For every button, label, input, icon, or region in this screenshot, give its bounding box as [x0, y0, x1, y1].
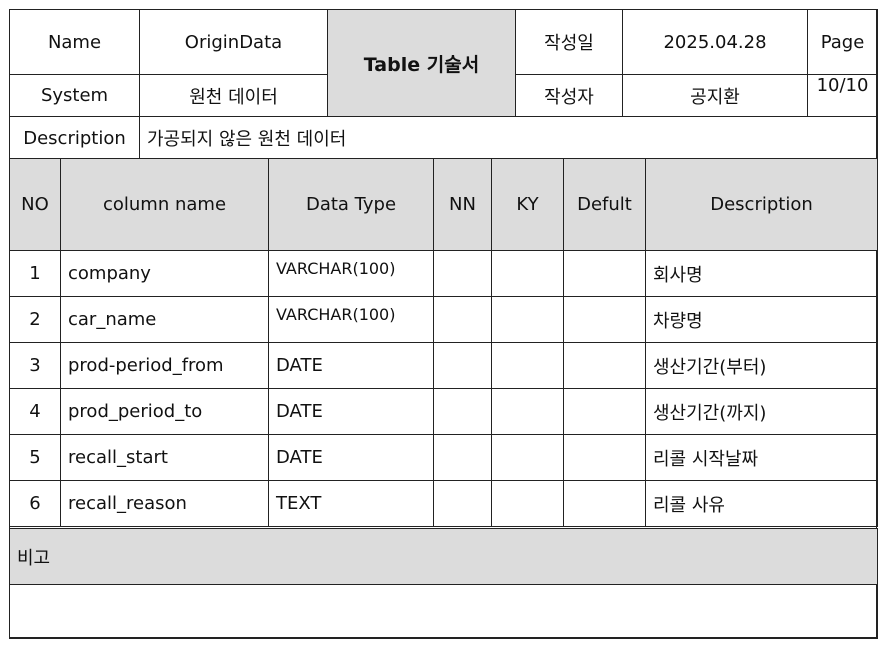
row-nn [433, 342, 492, 389]
row-nn [433, 388, 492, 435]
row-data-type: DATE [268, 342, 434, 389]
row-description: 생산기간(까지) [645, 388, 878, 435]
row-nn [433, 296, 492, 343]
document-title: Table 기술서 [327, 9, 516, 117]
system-label: System [9, 74, 140, 117]
created-date: 2025.04.28 [622, 9, 808, 75]
row-column-name: prod_period_to [60, 388, 269, 435]
row-default [563, 388, 646, 435]
row-nn [433, 480, 492, 527]
row-description: 리콜 시작날짜 [645, 434, 878, 481]
remarks-table: 비고 [9, 528, 878, 639]
row-nn [433, 434, 492, 481]
column-spec-table: NO column name Data Type NN KY Defult De… [9, 158, 878, 527]
system-value: 원천 데이터 [139, 74, 328, 117]
row-default [563, 250, 646, 297]
table-row: 3 prod-period_from DATE 생산기간(부터) [9, 342, 878, 389]
col-header-column-name: column name [60, 158, 269, 251]
row-description: 리콜 사유 [645, 480, 878, 527]
row-data-type: TEXT [268, 480, 434, 527]
row-no: 6 [9, 480, 61, 527]
table-row: 6 recall_reason TEXT 리콜 사유 [9, 480, 878, 527]
row-column-name: recall_reason [60, 480, 269, 527]
header-table: Name OriginData Table 기술서 작성일 2025.04.28… [9, 9, 878, 117]
created-date-label: 작성일 [515, 9, 623, 75]
row-ky [491, 480, 564, 527]
name-value: OriginData [139, 9, 328, 75]
column-header-row: NO column name Data Type NN KY Defult De… [9, 158, 878, 251]
author-label: 작성자 [515, 74, 623, 117]
row-data-type: VARCHAR(100) [268, 296, 434, 343]
page-number: 10/10 [807, 74, 878, 117]
row-ky [491, 388, 564, 435]
table-spec-document: Name OriginData Table 기술서 작성일 2025.04.28… [9, 9, 878, 639]
row-no: 3 [9, 342, 61, 389]
description-value: 가공되지 않은 원천 데이터 [139, 116, 878, 160]
row-column-name: prod-period_from [60, 342, 269, 389]
description-label: Description [9, 116, 140, 160]
table-row: 2 car_name VARCHAR(100) 차량명 [9, 296, 878, 343]
page-label: Page [807, 9, 878, 75]
row-data-type: DATE [268, 434, 434, 481]
row-ky [491, 296, 564, 343]
row-no: 1 [9, 250, 61, 297]
row-description: 회사명 [645, 250, 878, 297]
row-default [563, 342, 646, 389]
name-label: Name [9, 9, 140, 75]
col-header-default: Defult [563, 158, 646, 251]
row-no: 5 [9, 434, 61, 481]
row-ky [491, 434, 564, 481]
row-no: 4 [9, 388, 61, 435]
col-header-data-type: Data Type [268, 158, 434, 251]
row-column-name: recall_start [60, 434, 269, 481]
col-header-no: NO [9, 158, 61, 251]
row-data-type: VARCHAR(100) [268, 250, 434, 297]
author: 공지환 [622, 74, 808, 117]
row-ky [491, 342, 564, 389]
table-row: 5 recall_start DATE 리콜 시작날짜 [9, 434, 878, 481]
row-ky [491, 250, 564, 297]
col-header-ky: KY [491, 158, 564, 251]
row-nn [433, 250, 492, 297]
row-column-name: company [60, 250, 269, 297]
table-row: 4 prod_period_to DATE 생산기간(까지) [9, 388, 878, 435]
row-default [563, 434, 646, 481]
row-data-type: DATE [268, 388, 434, 435]
row-default [563, 296, 646, 343]
row-description: 차량명 [645, 296, 878, 343]
description-table: Description 가공되지 않은 원천 데이터 [9, 116, 878, 160]
remarks-label: 비고 [9, 528, 878, 585]
row-column-name: car_name [60, 296, 269, 343]
table-row: 1 company VARCHAR(100) 회사명 [9, 250, 878, 297]
col-header-nn: NN [433, 158, 492, 251]
row-default [563, 480, 646, 527]
row-no: 2 [9, 296, 61, 343]
row-description: 생산기간(부터) [645, 342, 878, 389]
col-header-description: Description [645, 158, 878, 251]
remarks-content [9, 584, 878, 639]
